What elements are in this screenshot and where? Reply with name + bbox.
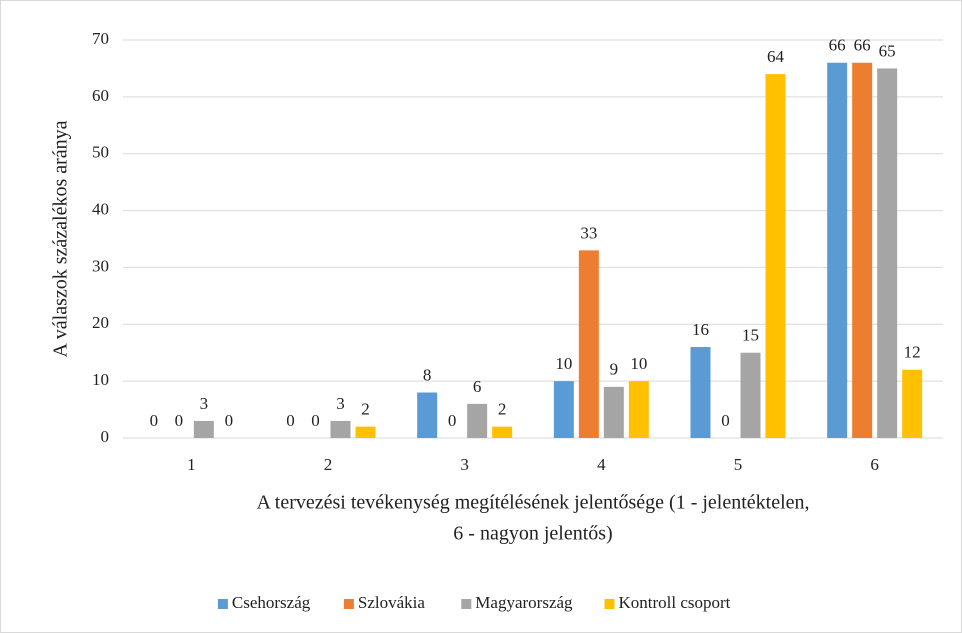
y-tick-label: 30 <box>92 256 109 275</box>
y-tick-label: 40 <box>92 199 109 218</box>
data-label: 3 <box>200 394 209 413</box>
bar <box>355 426 376 438</box>
bar <box>852 62 873 438</box>
bar <box>578 250 599 438</box>
legend-swatch <box>604 599 615 609</box>
data-label: 65 <box>879 41 896 60</box>
x-tick-label: 4 <box>597 455 606 474</box>
data-label: 0 <box>721 411 730 430</box>
y-tick-label: 70 <box>92 29 109 48</box>
bar <box>765 74 786 438</box>
legend-label: Magyarország <box>475 593 573 612</box>
y-axis-label: A válaszok százalékos aránya <box>50 120 72 357</box>
data-label: 66 <box>829 36 846 55</box>
data-label: 0 <box>150 411 159 430</box>
data-label: 0 <box>225 411 234 430</box>
bar <box>902 369 923 438</box>
bar <box>330 420 351 438</box>
data-label: 6 <box>473 377 482 396</box>
bar <box>628 381 649 438</box>
x-tick-label: 1 <box>187 455 196 474</box>
data-label: 0 <box>448 411 457 430</box>
data-label: 66 <box>854 36 871 55</box>
legend-swatch <box>461 599 472 609</box>
data-label: 64 <box>767 47 785 66</box>
bar <box>553 381 574 438</box>
bar <box>690 347 711 438</box>
y-tick-label: 20 <box>92 313 109 332</box>
data-label: 10 <box>630 354 647 373</box>
data-label: 16 <box>692 320 709 339</box>
data-label: 3 <box>336 394 345 413</box>
legend-label: Kontroll csoport <box>619 593 731 612</box>
x-tick-label: 3 <box>460 455 469 474</box>
y-tick-label: 10 <box>92 370 109 389</box>
data-label: 2 <box>498 400 507 419</box>
data-label: 12 <box>904 343 921 362</box>
y-tick-label: 50 <box>92 143 109 162</box>
legend-swatch <box>217 599 228 609</box>
bar <box>827 62 848 438</box>
data-label: 9 <box>610 360 619 379</box>
bar <box>417 392 438 438</box>
bar <box>492 426 513 438</box>
data-label: 15 <box>742 326 759 345</box>
data-label: 0 <box>175 411 184 430</box>
x-tick-label: 5 <box>734 455 743 474</box>
data-label: 0 <box>286 411 295 430</box>
bar <box>877 68 898 438</box>
bar <box>603 386 624 438</box>
data-label: 10 <box>555 354 572 373</box>
bar <box>467 403 488 438</box>
data-label: 2 <box>361 400 370 419</box>
x-tick-label: 2 <box>324 455 333 474</box>
data-label: 8 <box>423 365 432 384</box>
x-axis-label: A tervezési tevékenység megítélésének je… <box>256 492 809 514</box>
legend-swatch <box>343 599 354 609</box>
data-label: 33 <box>580 223 597 242</box>
bar <box>740 352 761 438</box>
legend-label: Szlovákia <box>358 593 425 612</box>
x-axis-label: 6 - nagyon jelentős) <box>453 523 612 545</box>
y-tick-label: 0 <box>101 427 110 446</box>
x-tick-label: 6 <box>870 455 879 474</box>
y-tick-label: 60 <box>92 86 109 105</box>
data-label: 0 <box>311 411 320 430</box>
bar <box>193 420 214 438</box>
legend-label: Csehország <box>232 593 311 612</box>
